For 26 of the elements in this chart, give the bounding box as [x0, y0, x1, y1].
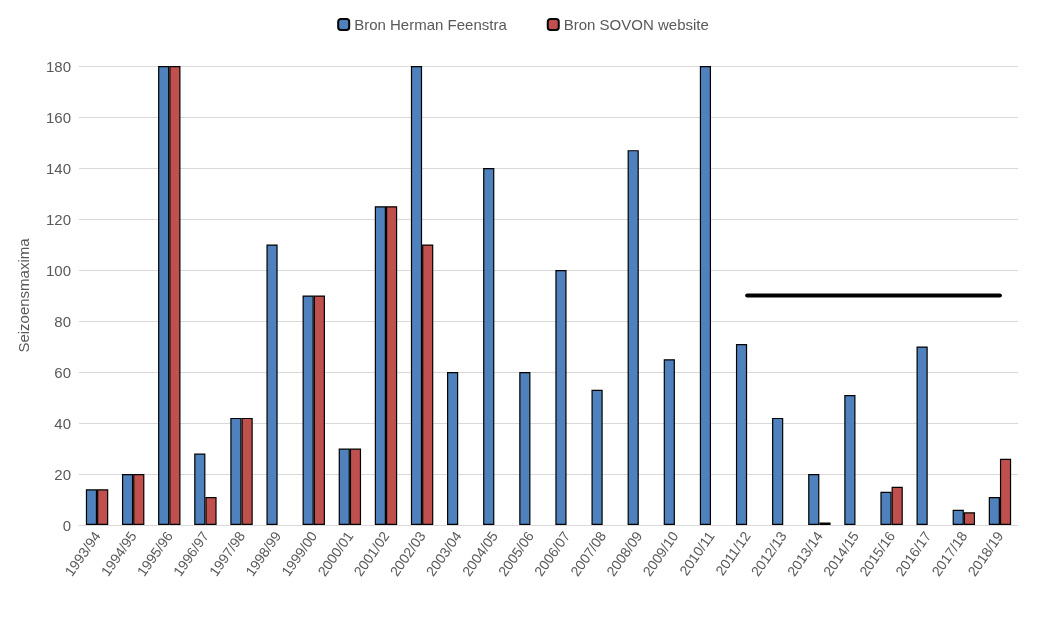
- y-tick-label: 60: [54, 363, 71, 381]
- y-tick-label: 160: [45, 108, 71, 126]
- bar: [663, 359, 675, 525]
- bar: [916, 346, 928, 525]
- y-axis-title: Seizoensmaxima: [15, 237, 32, 353]
- y-tick-label: 120: [45, 210, 71, 228]
- y-tick-label: 180: [45, 57, 71, 75]
- y-tick-label: 20: [54, 465, 71, 483]
- legend-label: Bron Herman Feenstra: [354, 16, 508, 33]
- legend-label: Bron SOVON website: [563, 16, 709, 33]
- y-tick-label: 0: [62, 516, 71, 534]
- bar: [266, 244, 278, 525]
- y-tick-label: 40: [54, 414, 71, 432]
- bar: [555, 270, 567, 525]
- bar: [447, 372, 459, 525]
- bar: [483, 168, 495, 525]
- bar: [844, 394, 856, 525]
- bar: [627, 150, 639, 525]
- y-tick-label: 100: [45, 261, 71, 279]
- y-tick-label: 80: [54, 312, 71, 330]
- bar: [772, 417, 784, 525]
- bar: [699, 66, 712, 525]
- bar: [735, 343, 748, 525]
- bar: [519, 372, 531, 525]
- bar: [591, 389, 603, 525]
- y-tick-label: 140: [45, 159, 71, 177]
